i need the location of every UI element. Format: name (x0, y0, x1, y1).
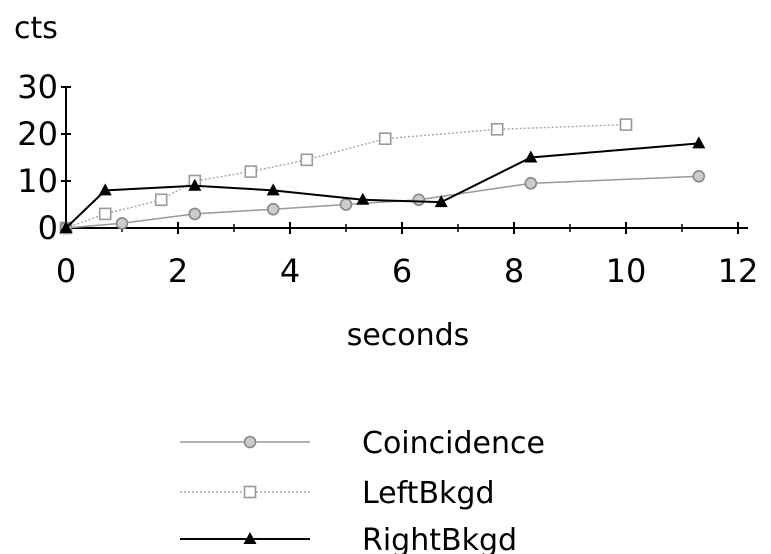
legend-marker (243, 532, 257, 544)
data-point (154, 193, 168, 207)
series-line (65, 175, 699, 229)
legend-label: LeftBkgd (362, 476, 494, 511)
series-rightbkgd (59, 136, 706, 233)
series-line (65, 123, 627, 229)
y-tick-label: 0 (38, 209, 58, 247)
series-leftbkgd (59, 118, 633, 235)
x-tick-label: 2 (168, 252, 188, 290)
data-point (356, 192, 370, 205)
data-point (188, 178, 202, 191)
y-tick-label: 20 (17, 115, 58, 153)
series-group (59, 118, 706, 235)
data-point (524, 177, 538, 190)
y-axis-title: cts (14, 11, 58, 46)
data-point (59, 221, 73, 233)
legend-marker (243, 435, 257, 449)
y-tick-label: 10 (17, 162, 58, 200)
data-point (619, 118, 633, 131)
data-point (412, 193, 426, 207)
data-point (98, 207, 112, 221)
data-point (188, 207, 202, 221)
x-tick-label: 6 (392, 252, 412, 290)
legend-item: RightBkgd (180, 523, 517, 554)
y-tick-label: 30 (17, 68, 58, 106)
series-line (65, 142, 699, 229)
data-point (244, 165, 258, 178)
legend-label: RightBkgd (362, 523, 517, 554)
x-tick-label: 12 (718, 252, 759, 290)
data-point (115, 217, 129, 230)
legend-item: Coincidence (180, 426, 545, 461)
legend-marker (243, 485, 257, 499)
data-point (692, 136, 706, 149)
data-point (98, 183, 112, 196)
data-point (378, 132, 392, 145)
x-axis-title: seconds (347, 318, 470, 353)
legend-item: LeftBkgd (180, 476, 494, 511)
data-point (434, 195, 448, 208)
x-tick-label: 8 (504, 252, 524, 290)
x-tick-label: 0 (56, 252, 76, 290)
data-point (266, 202, 280, 216)
data-point (266, 183, 280, 196)
legend: Coincidence LeftBkgd RightBkgd (180, 426, 545, 554)
x-tick-label: 4 (280, 252, 300, 290)
data-point (692, 170, 706, 183)
x-tick-label: 10 (606, 252, 647, 290)
data-point (300, 153, 314, 167)
data-point (339, 198, 353, 211)
data-point (524, 150, 538, 163)
legend-label: Coincidence (362, 426, 545, 461)
data-point (490, 123, 504, 136)
axes: 0 2 4 6 8 10 12 0 10 20 30 (17, 68, 758, 290)
